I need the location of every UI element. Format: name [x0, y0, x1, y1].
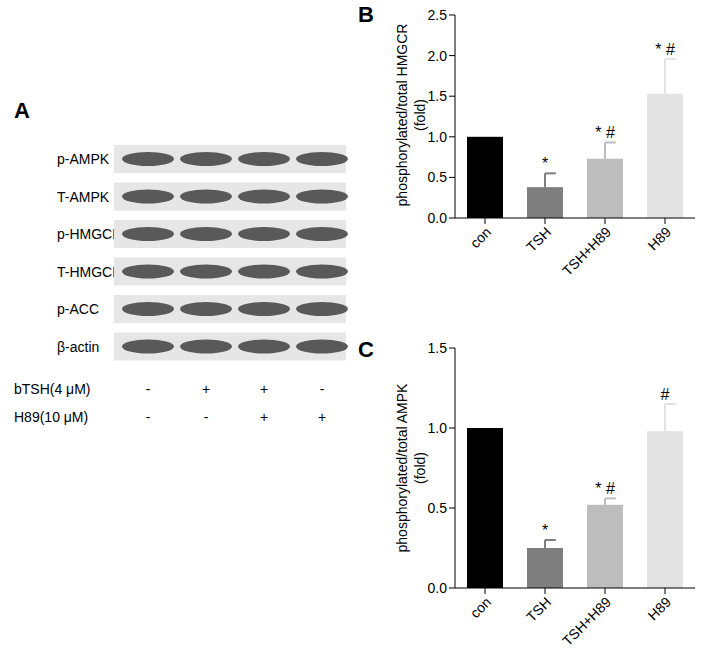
- svg-text:-: -: [204, 409, 209, 425]
- svg-text:* #: * #: [655, 41, 675, 58]
- svg-text:-: -: [146, 409, 151, 425]
- html-text:phosphorylated/total HMGCR: phosphorylated/total HMGCR: [394, 23, 410, 207]
- svg-text:p-ACC: p-ACC: [57, 301, 99, 317]
- svg-text:con: con: [467, 224, 494, 251]
- svg-text:+: +: [318, 409, 326, 425]
- svg-text:#: #: [661, 386, 670, 403]
- svg-text:T-HMGCR: T-HMGCR: [57, 264, 122, 280]
- svg-text:0.5: 0.5: [428, 500, 448, 516]
- svg-text:H89: H89: [645, 224, 675, 254]
- svg-text:*: *: [542, 155, 548, 172]
- svg-text:A: A: [14, 98, 30, 123]
- svg-text:* #: * #: [595, 124, 615, 141]
- svg-text:1.5: 1.5: [428, 88, 448, 104]
- svg-text:T-AMPK: T-AMPK: [57, 189, 110, 205]
- svg-text:1.5: 1.5: [428, 340, 448, 356]
- svg-text:+: +: [202, 381, 210, 397]
- html-text:(fold): (fold): [412, 99, 428, 131]
- svg-text:bTSH(4 μM): bTSH(4 μM): [14, 381, 91, 397]
- html-text:B: B: [358, 2, 374, 27]
- svg-text:TSH+H89: TSH+H89: [559, 224, 614, 279]
- svg-text:H89: H89: [645, 594, 675, 624]
- svg-text:con: con: [467, 594, 494, 621]
- svg-text:-: -: [320, 381, 325, 397]
- svg-text:TSH+H89: TSH+H89: [559, 594, 614, 649]
- svg-text:2.5: 2.5: [428, 7, 448, 23]
- svg-text:0.5: 0.5: [428, 169, 448, 185]
- svg-text:-: -: [146, 381, 151, 397]
- svg-text:0.0: 0.0: [428, 580, 448, 596]
- html-text:phosphorylated/total AMPK: phosphorylated/total AMPK: [394, 383, 410, 553]
- svg-text:p-HMGCR: p-HMGCR: [57, 226, 122, 242]
- svg-text:+: +: [260, 409, 268, 425]
- svg-text:p-AMPK: p-AMPK: [57, 151, 110, 167]
- svg-text:β-actin: β-actin: [57, 339, 99, 355]
- svg-text:TSH: TSH: [523, 224, 554, 255]
- html-text:C: C: [358, 337, 374, 362]
- svg-text:0.0: 0.0: [428, 210, 448, 226]
- svg-text:* #: * #: [595, 480, 615, 497]
- svg-text:+: +: [260, 381, 268, 397]
- svg-text:2.0: 2.0: [428, 48, 448, 64]
- html-text:(fold): (fold): [412, 452, 428, 484]
- svg-text:H89(10 μM): H89(10 μM): [14, 409, 88, 425]
- svg-text:TSH: TSH: [523, 594, 554, 625]
- svg-text:1.0: 1.0: [428, 129, 448, 145]
- svg-text:*: *: [542, 522, 548, 539]
- svg-text:1.0: 1.0: [428, 420, 448, 436]
